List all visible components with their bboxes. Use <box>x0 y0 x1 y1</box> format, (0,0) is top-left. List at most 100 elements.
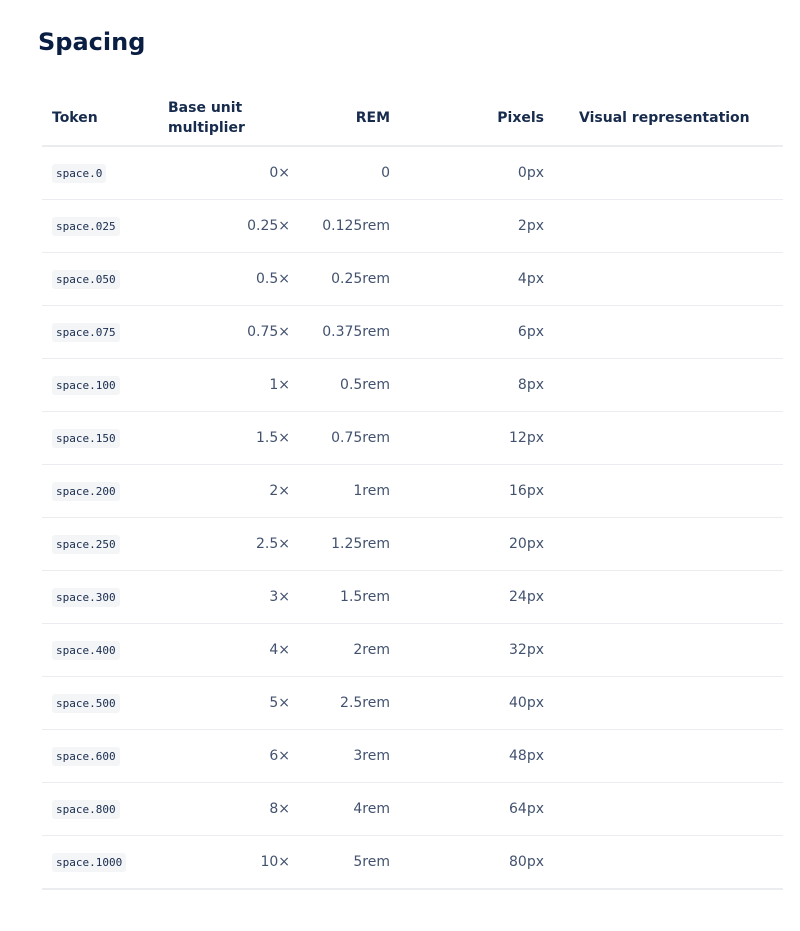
pixels-cell: 80px <box>400 835 554 890</box>
spacing-table: Token Base unit multiplier REM Pixels Vi… <box>42 90 783 890</box>
token-cell: space.250 <box>42 517 158 571</box>
table-row: space.025 0.25× 0.125rem 2px <box>42 199 783 253</box>
multiplier-cell: 1.5× <box>158 411 300 465</box>
visual-cell <box>554 411 783 465</box>
table-row: space.075 0.75× 0.375rem 6px <box>42 305 783 359</box>
token-code: space.100 <box>52 376 120 395</box>
table-row: space.150 1.5× 0.75rem 12px <box>42 411 783 465</box>
rem-cell: 0.125rem <box>300 199 400 253</box>
table-row: space.100 1× 0.5rem 8px <box>42 358 783 412</box>
token-code: space.500 <box>52 694 120 713</box>
visual-cell <box>554 199 783 253</box>
rem-cell: 0.375rem <box>300 305 400 359</box>
table-row: space.500 5× 2.5rem 40px <box>42 676 783 730</box>
table-row: space.250 2.5× 1.25rem 20px <box>42 517 783 571</box>
table-body: space.0 0× 0 0px space.025 0.25× 0.125rem 2px sp… <box>42 146 783 890</box>
column-header: Pixels <box>400 90 554 147</box>
token-cell: space.1000 <box>42 835 158 890</box>
page-title: Spacing <box>38 28 146 56</box>
table-row: space.200 2× 1rem 16px <box>42 464 783 518</box>
visual-cell <box>554 358 783 412</box>
pixels-cell: 4px <box>400 252 554 306</box>
table-row: space.1000 10× 5rem 80px <box>42 835 783 890</box>
pixels-cell: 24px <box>400 570 554 624</box>
visual-cell <box>554 146 783 200</box>
rem-cell: 1.5rem <box>300 570 400 624</box>
token-cell: space.0 <box>42 146 158 200</box>
token-cell: space.150 <box>42 411 158 465</box>
column-header: Token <box>42 90 158 147</box>
token-cell: space.500 <box>42 676 158 730</box>
pixels-cell: 2px <box>400 199 554 253</box>
visual-cell <box>554 676 783 730</box>
token-cell: space.200 <box>42 464 158 518</box>
column-header: REM <box>300 90 400 147</box>
rem-cell: 4rem <box>300 782 400 836</box>
pixels-cell: 16px <box>400 464 554 518</box>
table-row: space.300 3× 1.5rem 24px <box>42 570 783 624</box>
multiplier-cell: 2.5× <box>158 517 300 571</box>
rem-cell: 5rem <box>300 835 400 890</box>
multiplier-cell: 0.5× <box>158 252 300 306</box>
multiplier-cell: 3× <box>158 570 300 624</box>
visual-cell <box>554 305 783 359</box>
token-code: space.0 <box>52 164 107 183</box>
visual-cell <box>554 729 783 783</box>
table-row: space.0 0× 0 0px <box>42 146 783 200</box>
pixels-cell: 6px <box>400 305 554 359</box>
visual-cell <box>554 252 783 306</box>
rem-cell: 0.5rem <box>300 358 400 412</box>
visual-cell <box>554 782 783 836</box>
token-code: space.400 <box>52 641 120 660</box>
token-cell: space.075 <box>42 305 158 359</box>
token-cell: space.800 <box>42 782 158 836</box>
pixels-cell: 0px <box>400 146 554 200</box>
multiplier-cell: 5× <box>158 676 300 730</box>
rem-cell: 1.25rem <box>300 517 400 571</box>
pixels-cell: 40px <box>400 676 554 730</box>
multiplier-cell: 0.75× <box>158 305 300 359</box>
rem-cell: 3rem <box>300 729 400 783</box>
pixels-cell: 32px <box>400 623 554 677</box>
visual-cell <box>554 570 783 624</box>
token-code: space.250 <box>52 535 120 554</box>
token-code: space.075 <box>52 323 120 342</box>
token-code: space.300 <box>52 588 120 607</box>
rem-cell: 0.75rem <box>300 411 400 465</box>
multiplier-cell: 10× <box>158 835 300 890</box>
pixels-cell: 12px <box>400 411 554 465</box>
table-row: space.050 0.5× 0.25rem 4px <box>42 252 783 306</box>
multiplier-cell: 0.25× <box>158 199 300 253</box>
multiplier-cell: 8× <box>158 782 300 836</box>
token-code: space.150 <box>52 429 120 448</box>
column-header: Visual representation <box>554 90 783 147</box>
multiplier-cell: 4× <box>158 623 300 677</box>
multiplier-cell: 2× <box>158 464 300 518</box>
visual-cell <box>554 517 783 571</box>
token-code: space.1000 <box>52 853 127 872</box>
pixels-cell: 20px <box>400 517 554 571</box>
header-row: Token Base unit multiplier REM Pixels Vi… <box>42 90 783 147</box>
multiplier-cell: 0× <box>158 146 300 200</box>
pixels-cell: 8px <box>400 358 554 412</box>
pixels-cell: 64px <box>400 782 554 836</box>
token-code: space.050 <box>52 270 120 289</box>
rem-cell: 2.5rem <box>300 676 400 730</box>
token-cell: space.600 <box>42 729 158 783</box>
table-row: space.800 8× 4rem 64px <box>42 782 783 836</box>
visual-cell <box>554 623 783 677</box>
table-row: space.400 4× 2rem 32px <box>42 623 783 677</box>
pixels-cell: 48px <box>400 729 554 783</box>
table-row: space.600 6× 3rem 48px <box>42 729 783 783</box>
rem-cell: 2rem <box>300 623 400 677</box>
token-cell: space.050 <box>42 252 158 306</box>
token-code: space.800 <box>52 800 120 819</box>
rem-cell: 0.25rem <box>300 252 400 306</box>
token-cell: space.300 <box>42 570 158 624</box>
column-header: Base unit multiplier <box>158 90 300 147</box>
rem-cell: 1rem <box>300 464 400 518</box>
token-cell: space.100 <box>42 358 158 412</box>
rem-cell: 0 <box>300 146 400 200</box>
visual-cell <box>554 835 783 890</box>
